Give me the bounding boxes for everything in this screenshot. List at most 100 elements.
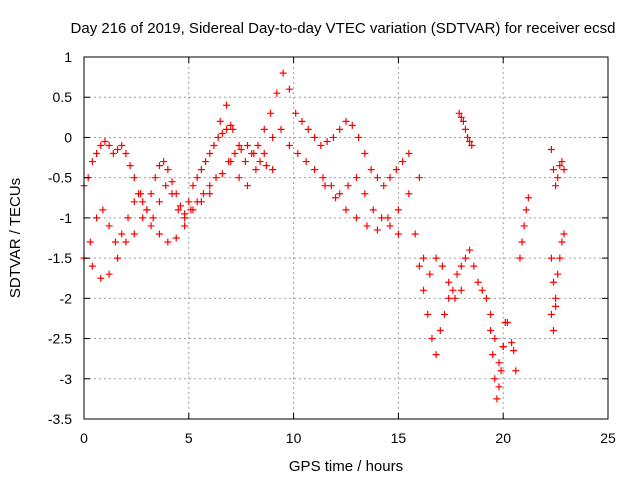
data-point — [451, 294, 459, 302]
data-point — [558, 158, 566, 166]
data-point — [457, 113, 465, 121]
data-point — [436, 327, 444, 335]
data-point — [373, 226, 381, 234]
data-point — [216, 117, 224, 125]
data-point — [109, 150, 117, 158]
data-point — [223, 101, 231, 109]
data-point — [493, 395, 501, 403]
data-point — [294, 150, 302, 158]
data-point — [361, 190, 369, 198]
data-point — [432, 254, 440, 262]
x-tick-labels: 0 5 10 15 20 25 — [80, 430, 616, 446]
data-point — [218, 129, 226, 137]
data-point — [499, 343, 507, 351]
data-point — [256, 158, 264, 166]
data-point — [189, 206, 197, 214]
data-point — [124, 214, 132, 222]
data-point — [464, 133, 472, 141]
data-point — [491, 335, 499, 343]
data-point — [164, 166, 172, 174]
data-point — [355, 133, 363, 141]
data-point — [223, 125, 231, 133]
data-point — [468, 141, 476, 149]
data-point — [319, 174, 327, 182]
y-tick-label: -2.5 — [48, 331, 72, 347]
data-point — [218, 170, 226, 178]
data-point — [550, 327, 558, 335]
data-point — [118, 141, 126, 149]
x-tick-label: 5 — [185, 430, 193, 446]
series-track-e — [227, 125, 402, 238]
data-point — [441, 310, 449, 318]
data-point — [114, 146, 122, 154]
data-point — [363, 222, 371, 230]
data-point — [237, 146, 245, 154]
data-point — [206, 190, 214, 198]
series-track-o — [547, 302, 560, 335]
data-point — [97, 141, 105, 149]
data-point — [101, 137, 109, 145]
data-point — [273, 89, 281, 97]
y-tick-label: -3.5 — [48, 411, 72, 427]
data-point — [155, 230, 163, 238]
series-track-d — [216, 69, 413, 190]
data-point — [512, 367, 520, 375]
data-point — [302, 158, 310, 166]
y-tick-label: -3 — [60, 371, 73, 387]
data-point — [126, 162, 134, 170]
data-point — [470, 262, 478, 270]
data-point — [317, 141, 325, 149]
data-point — [487, 327, 495, 335]
y-axis-title: SDTVAR / TECUs — [7, 178, 24, 298]
data-point — [160, 158, 168, 166]
y-tick-label: -0.5 — [48, 170, 72, 186]
series-track-n — [547, 230, 568, 302]
data-point — [243, 141, 251, 149]
data-point — [329, 133, 337, 141]
data-point — [202, 158, 210, 166]
data-point — [457, 286, 465, 294]
data-point — [262, 162, 270, 170]
data-point — [235, 174, 243, 182]
y-tick-label: 0 — [64, 129, 72, 145]
data-point — [105, 222, 113, 230]
data-point — [474, 278, 482, 286]
data-point — [342, 117, 350, 125]
data-point — [248, 150, 256, 158]
data-point — [501, 318, 509, 326]
data-point — [260, 150, 268, 158]
data-point — [298, 117, 306, 125]
data-point — [86, 238, 94, 246]
data-point — [155, 162, 163, 170]
data-point — [147, 222, 155, 230]
data-point — [378, 214, 386, 222]
data-point — [352, 214, 360, 222]
data-point — [260, 125, 268, 133]
data-point — [348, 121, 356, 129]
data-point — [560, 166, 568, 174]
data-point — [227, 158, 235, 166]
data-point — [516, 254, 524, 262]
data-point — [285, 141, 293, 149]
data-point — [380, 182, 388, 190]
data-point — [552, 302, 560, 310]
data-point — [88, 262, 96, 270]
data-point — [199, 190, 207, 198]
x-axis-title: GPS time / hours — [289, 458, 403, 475]
data-point — [231, 150, 239, 158]
data-point — [252, 166, 260, 174]
data-point — [424, 310, 432, 318]
data-point — [522, 206, 530, 214]
data-point — [118, 230, 126, 238]
data-point — [336, 190, 344, 198]
data-point — [130, 174, 138, 182]
data-point — [554, 174, 562, 182]
data-point — [369, 206, 377, 214]
data-point — [394, 206, 402, 214]
data-point — [143, 206, 151, 214]
data-point — [311, 166, 319, 174]
data-point — [197, 198, 205, 206]
x-tick-label: 0 — [80, 430, 88, 446]
data-point — [344, 182, 352, 190]
data-point — [428, 335, 436, 343]
